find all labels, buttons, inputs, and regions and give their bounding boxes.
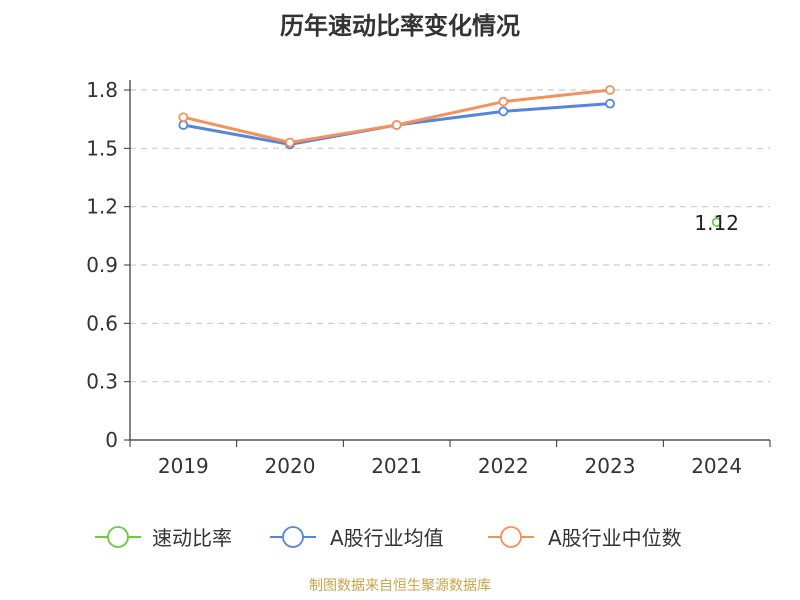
y-tick-label: 0 [105, 428, 118, 452]
x-tick-label: 2022 [478, 454, 529, 478]
y-tick-label: 0.9 [86, 253, 118, 277]
legend-label: A股行业均值 [330, 526, 444, 550]
data-point-2 [498, 106, 509, 117]
legend-marker [282, 526, 304, 548]
legend-marker [107, 526, 129, 548]
x-tick-label: 2023 [585, 454, 636, 478]
data-label: 1.12 [694, 211, 739, 235]
x-tick-label: 2020 [265, 454, 316, 478]
data-point-3 [178, 112, 189, 123]
y-tick-label: 1.2 [86, 195, 118, 219]
legend-item-3[interactable]: A股行业中位数 [488, 526, 682, 550]
y-tick-label: 0.6 [86, 311, 118, 335]
data-point-3 [285, 137, 295, 148]
chart-title: 历年速动比率变化情况 [280, 12, 520, 40]
data-point-2 [605, 98, 615, 109]
x-tick-label: 2021 [371, 454, 422, 478]
data-point-3 [605, 85, 615, 95]
data-point-3 [498, 96, 509, 107]
x-tick-label: 2019 [158, 454, 209, 478]
legend[interactable]: 速动比率 A股行业均值 A股行业中位数 [95, 526, 682, 550]
legend-item-2[interactable]: A股行业均值 [270, 526, 444, 550]
data-point-3 [391, 120, 402, 130]
source-note: 制图数据来自恒生聚源数据库 [309, 578, 491, 594]
legend-label: 速动比率 [152, 526, 232, 550]
series-layer [178, 85, 722, 228]
legend-label: A股行业中位数 [548, 526, 682, 550]
series-line-3 [182, 88, 611, 144]
legend-marker [500, 526, 522, 548]
x-tick-label: 2024 [691, 454, 742, 478]
y-tick-label: 1.8 [86, 78, 118, 102]
data-labels: 1.12 [694, 211, 739, 235]
y-tick-label: 0.3 [86, 370, 118, 394]
y-tick-label: 1.5 [86, 136, 118, 160]
grid [130, 89, 770, 383]
axes: 0 0.3 0.6 0.9 1.2 1.5 1.8 2019 2020 2021 2022 2023 2… [86, 78, 771, 478]
legend-item-1[interactable]: 速动比率 [95, 526, 232, 550]
data-point-1 [711, 217, 722, 228]
data-point-2 [178, 120, 189, 130]
